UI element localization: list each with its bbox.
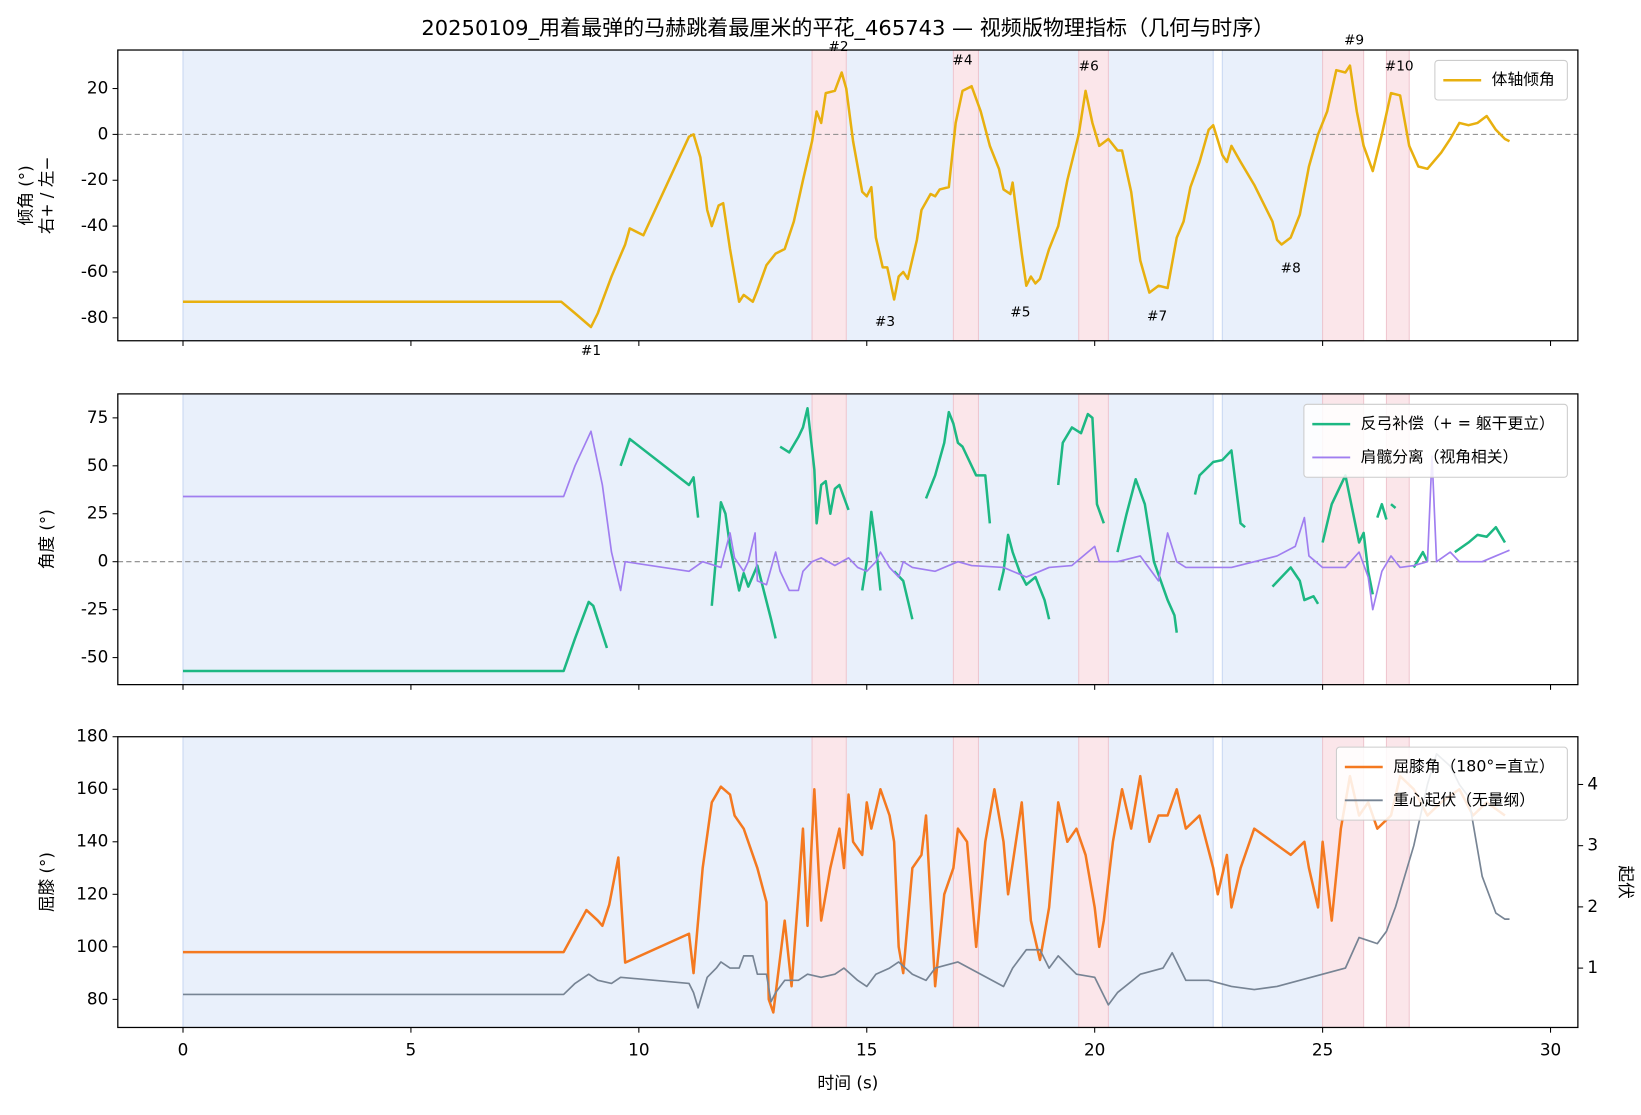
y-tick-label: -40	[81, 215, 108, 235]
highlight-span	[182, 736, 1214, 1028]
x-tick-label: 0	[178, 1039, 189, 1059]
y-tick-label: -25	[81, 599, 108, 619]
highlight-span	[811, 736, 847, 1028]
series-group	[183, 64, 1511, 329]
data-line	[183, 774, 1506, 1014]
annotation: #1	[581, 343, 601, 359]
y-tick-label: 180	[76, 726, 108, 746]
legend-label: 肩髋分离（视角相关）	[1361, 447, 1519, 466]
annotation: #5	[1010, 305, 1030, 321]
plot-frame	[117, 49, 1579, 342]
highlight-span	[952, 49, 979, 342]
x-tick-label: 5	[406, 1039, 417, 1059]
highlight-span	[811, 393, 847, 686]
legend-label: 反弓补偿（+ = 躯干更立）	[1361, 414, 1555, 433]
annotation: #3	[875, 314, 895, 330]
x-tick-label: 20	[1084, 1039, 1105, 1059]
y-tick-label: 20	[87, 78, 108, 98]
highlight-span	[1221, 49, 1324, 342]
y-axis-label: 屈膝 (°)	[36, 852, 56, 912]
y2-tick-label: 4	[1587, 774, 1598, 794]
chart-title: 20250109_用着最弹的马赫跳着最厘米的平花_465743 — 视频版物理指…	[421, 16, 1274, 40]
plot-frame	[117, 393, 1579, 686]
plot-frame	[117, 736, 1579, 1029]
y-tick-label: 75	[87, 407, 108, 427]
y-axis-label: 倾角 (°)	[15, 165, 35, 225]
data-line	[183, 407, 1507, 673]
series-group	[183, 407, 1510, 673]
x-tick-label: 25	[1312, 1039, 1333, 1059]
highlight-span	[952, 736, 979, 1028]
series-group	[183, 753, 1510, 1014]
legend: 反弓补偿（+ = 躯干更立） 肩髋分离（视角相关）	[1303, 403, 1568, 478]
panel: 0 5 10 15 20 25 30 80 100 120 140 160 180 1 2 3 4 屈膝 (°) 起…	[36, 726, 1636, 1093]
highlight-span	[182, 393, 1214, 686]
x-tick-label: 30	[1540, 1039, 1561, 1059]
x-tick-label: 15	[856, 1039, 877, 1059]
y-tick-label: -20	[81, 169, 108, 189]
highlight-span	[811, 49, 847, 342]
legend: 屈膝角（180°=直立） 重心起伏（无量纲）	[1335, 746, 1568, 821]
data-line	[183, 430, 1510, 611]
y-tick-label: 100	[76, 936, 108, 956]
y2-axis-label: 起伏	[1616, 865, 1636, 899]
legend-box	[1303, 403, 1568, 478]
data-line	[183, 753, 1510, 1009]
y2-tick-label: 3	[1587, 835, 1598, 855]
legend: 体轴倾角	[1434, 59, 1568, 101]
annotation: #8	[1281, 261, 1301, 277]
annotation: #4	[952, 52, 972, 68]
data-line	[183, 64, 1511, 329]
annotation: #10	[1385, 59, 1414, 75]
x-axis-label: 时间 (s)	[817, 1073, 878, 1093]
y-axis-label: 右+ / 左−	[36, 157, 56, 235]
y2-tick-label: 1	[1587, 957, 1598, 977]
annotation: #9	[1344, 33, 1364, 49]
highlight-span	[1322, 49, 1365, 342]
highlight-span	[182, 49, 1214, 342]
y-tick-label: -50	[81, 647, 108, 667]
y-axis-label: 角度 (°)	[36, 509, 56, 569]
legend-label: 重心起伏（无量纲）	[1393, 790, 1535, 809]
y-tick-label: 0	[98, 123, 109, 143]
legend-label: 体轴倾角	[1492, 70, 1555, 89]
highlight-span	[1078, 49, 1109, 342]
y-tick-label: 140	[76, 831, 108, 851]
annotation: #6	[1079, 59, 1099, 75]
panel: -50 -25 0 25 50 75 角度 (°) 反弓补偿（+ = 躯干更立） 肩髋分离（视角…	[36, 393, 1579, 690]
y-tick-label: 25	[87, 503, 108, 523]
y-tick-label: 80	[87, 988, 108, 1008]
y-tick-label: 160	[76, 778, 108, 798]
y2-tick-label: 2	[1587, 896, 1598, 916]
y-tick-label: -80	[81, 307, 108, 327]
annotation: #2	[828, 39, 848, 55]
y-tick-label: 0	[98, 551, 109, 571]
annotation: #7	[1147, 309, 1167, 325]
y-tick-label: -60	[81, 261, 108, 281]
panel: -80 -60 -40 -20 0 20 倾角 (°) 右+ / 左− #1 #2 #3 #4 #5 #6…	[15, 33, 1579, 359]
y-tick-label: 50	[87, 455, 108, 475]
highlight-span	[1078, 736, 1109, 1028]
x-tick-label: 10	[628, 1039, 649, 1059]
legend-box	[1335, 746, 1568, 821]
y-tick-label: 120	[76, 883, 108, 903]
legend-label: 屈膝角（180°=直立）	[1393, 757, 1555, 776]
legend-box	[1434, 59, 1568, 101]
